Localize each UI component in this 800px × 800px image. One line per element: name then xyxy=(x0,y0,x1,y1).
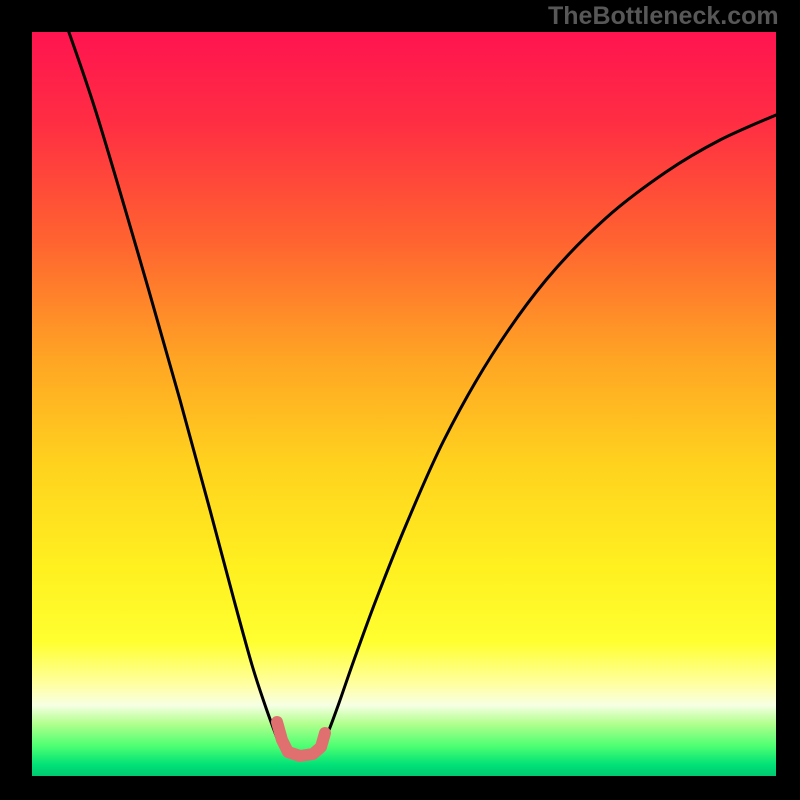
watermark-text: TheBottleneck.com xyxy=(548,2,779,31)
bottleneck-chart xyxy=(0,0,800,800)
plot-background xyxy=(32,32,776,776)
chart-stage: TheBottleneck.com xyxy=(0,0,800,800)
